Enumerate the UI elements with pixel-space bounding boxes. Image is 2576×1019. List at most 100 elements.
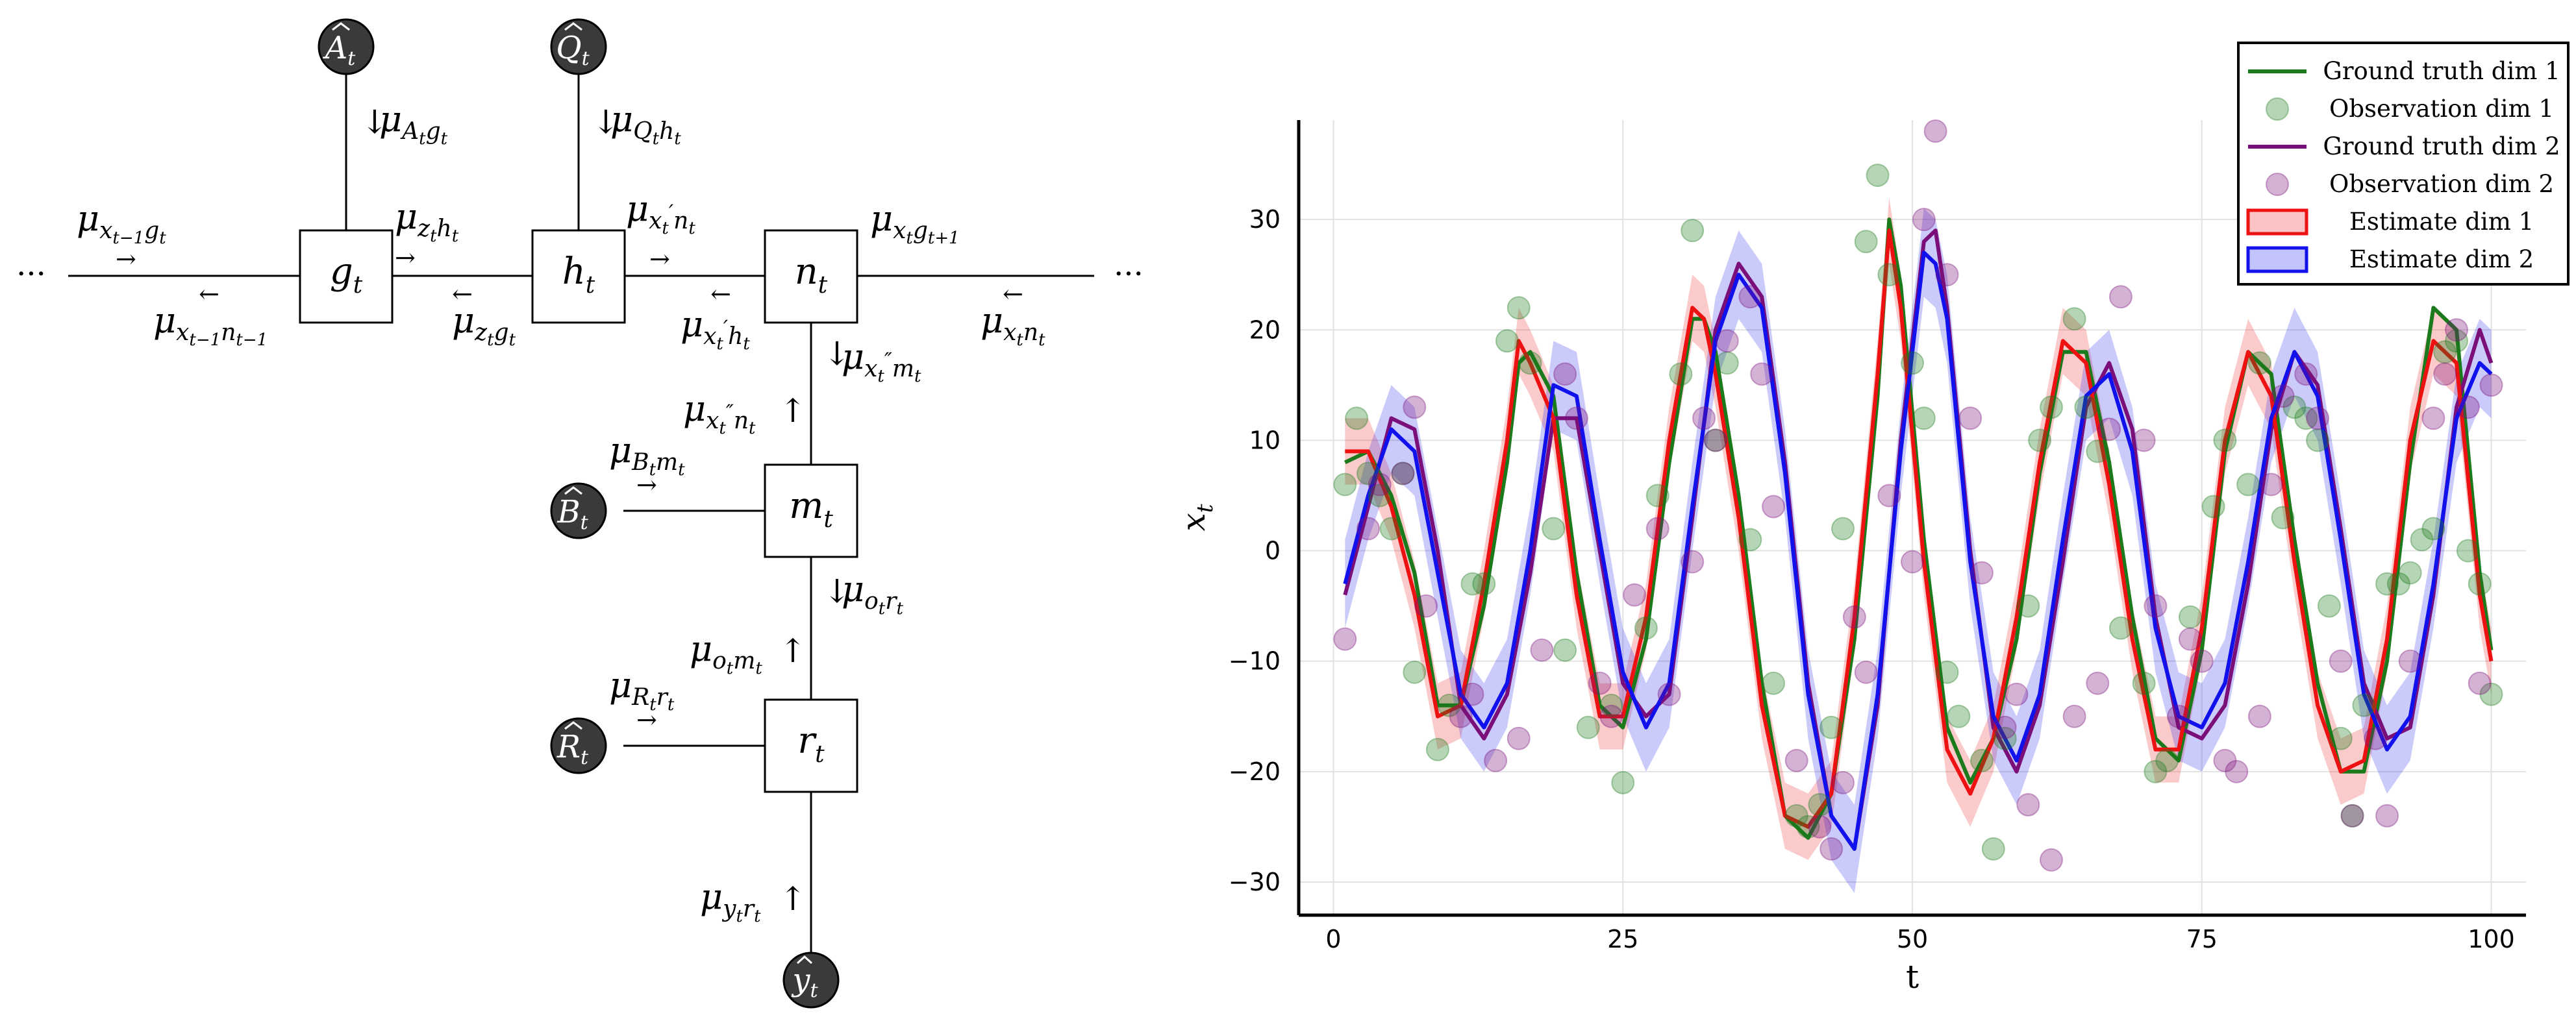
prior-node-Q: Qt (550, 18, 607, 75)
svg-text:nt: nt (795, 251, 828, 299)
svg-text:rt: rt (797, 720, 825, 768)
arrow-left-icon: ← (452, 280, 473, 308)
observation-dim-2-point (2097, 417, 2121, 441)
observation-dim-1-point (2340, 804, 2364, 828)
estimate-dim-1-legend-label: Estimate dim 1 (2349, 208, 2534, 236)
factor-node-r: rt (764, 698, 858, 793)
message-xprime-h: ← μxt′ht (681, 280, 750, 354)
svg-text:μBtmt: μBtmt (609, 430, 685, 480)
observation-dim-1-point (2132, 671, 2156, 695)
observation-dim-1-point (2306, 428, 2330, 452)
x-tick-label: 0 (1325, 925, 1341, 953)
message-z-h: μztht → (395, 196, 459, 272)
chart-legend: Ground truth dim 1 Observation dim 1 Groun… (2237, 42, 2570, 286)
message-z-g: ← μztgt (452, 280, 516, 350)
observation-dim-1-point (2410, 528, 2434, 552)
observation-dim-2-point (1877, 484, 1901, 508)
observation-dim-2-point (2144, 594, 2168, 618)
message-x-n: ← μxtnt (981, 280, 1045, 350)
observation-dim-2-point (1507, 726, 1531, 750)
message-x-prev-g: μxt−1gt → (77, 198, 166, 273)
observation-dim-1-point (1391, 461, 1415, 485)
observation-dim-1-point (1681, 219, 1705, 243)
observation-dim-2-point (1762, 495, 1786, 519)
message-xdprime-n: μxt″nt ↑ (683, 388, 807, 438)
message-xdprime-m: ↓ μxt″mt (823, 335, 921, 386)
arrow-up-icon: ↑ (779, 392, 807, 430)
observation-dim-2-point (1831, 770, 1855, 794)
message-A-g: ↓ μAtgt (361, 99, 448, 149)
observation-dim-1-point (2028, 428, 2052, 452)
estimate-dim-1-legend-swatch (2246, 208, 2308, 236)
observation-dim-2-point (2062, 704, 2086, 728)
message-x-prev-n: ← μxt−1nt−1 (153, 280, 268, 350)
observation-dim-1-point (1796, 815, 1820, 839)
observation-dim-1-point (1901, 351, 1924, 375)
observation-dim-1-point (1634, 616, 1658, 640)
observation-dim-1-point (1437, 693, 1461, 717)
arrow-down-icon: ↓ (823, 572, 851, 610)
observation-dim-1-point (1553, 638, 1577, 662)
series-lines (1343, 217, 2494, 851)
observation-dim-1-point (2074, 395, 2098, 419)
observation-dim-2-point (2456, 395, 2480, 419)
observation-dim-1-point (1935, 660, 1959, 684)
y-tick-label: 20 (1249, 315, 1281, 344)
observation-dim-2-point (1414, 594, 1438, 618)
observation-dim-1-point (1379, 517, 1403, 541)
svg-text:ht: ht (562, 251, 595, 299)
observation-dim-1-point (1507, 296, 1531, 320)
observation-dim-2-point (1692, 406, 1716, 430)
observation-dim-2-point (1923, 119, 1947, 143)
observation-dim-2-point (2479, 373, 2503, 397)
observation-dim-2-point (2132, 428, 2156, 452)
observation-dim-1-point (1808, 792, 1832, 816)
observation-dim-2-point (1970, 561, 1994, 585)
observation-points (1333, 119, 2503, 872)
observation-dim-1-point (1518, 351, 1542, 375)
observation-dim-1-point (1333, 473, 1357, 497)
observation-dim-1-point (1866, 164, 1890, 188)
observation-dim-2-point (1935, 263, 1959, 287)
estimate-dim-1-line (1345, 228, 2494, 829)
observation-dim-1-point (2352, 693, 2376, 717)
observation-dim-2-point (1588, 671, 1612, 695)
observation-dim-2-point (1530, 638, 1554, 662)
observation-dim-1-point (2016, 594, 2040, 618)
svg-text:μztgt: μztgt (452, 300, 516, 350)
y-tick-label: 0 (1265, 537, 1281, 565)
svg-text:μotmt: μotmt (690, 628, 762, 678)
observation-dim-1-point (2445, 329, 2469, 353)
observation-dim-2-point (2364, 726, 2388, 750)
ground-truth-dim-2-line (1343, 228, 2494, 851)
observation-dim-1-point (1970, 748, 1994, 772)
observation-dim-2-point (1449, 704, 1473, 728)
svg-text:μxt′nt: μxt′nt (626, 188, 695, 238)
observation-dim-1-point (1981, 837, 2005, 861)
prior-node-B: Bt (550, 482, 607, 539)
observation-dim-1-point (2062, 307, 2086, 331)
legend-box (2237, 42, 2570, 286)
observation-dim-2-point (2433, 362, 2457, 386)
ground-truth-dim-1-legend-label: Ground truth dim 1 (2323, 57, 2560, 85)
y-tick-label: −10 (1229, 647, 1281, 676)
arrow-left-icon: ← (199, 280, 219, 308)
observation-dim-2-point (1842, 605, 1866, 629)
observation-dim-1-point (1715, 351, 1739, 375)
svg-text:μotrt: μotrt (842, 569, 903, 619)
message-R-r: μRtrt → (609, 665, 675, 734)
observation-dim-1-point (2421, 517, 2445, 541)
observation-dim-1-point (2479, 682, 2503, 706)
observation-dim-1-point (1460, 572, 1484, 596)
svg-text:μytrt: μytrt (700, 876, 761, 926)
observation-dim-1-legend-label: Observation dim 1 (2329, 95, 2554, 123)
observation-dim-1-point (1576, 715, 1600, 739)
factor-node-n: nt (764, 229, 858, 324)
observation-dim-2-point (1645, 517, 1669, 541)
svg-text:gt: gt (330, 251, 363, 299)
observation-dim-2-point (2421, 406, 2445, 430)
observation-dim-1-point (2247, 351, 2271, 375)
observation-dim-2-point (2108, 285, 2132, 309)
observation-dim-2-point (1599, 704, 1623, 728)
svg-text:mt: mt (789, 485, 833, 533)
